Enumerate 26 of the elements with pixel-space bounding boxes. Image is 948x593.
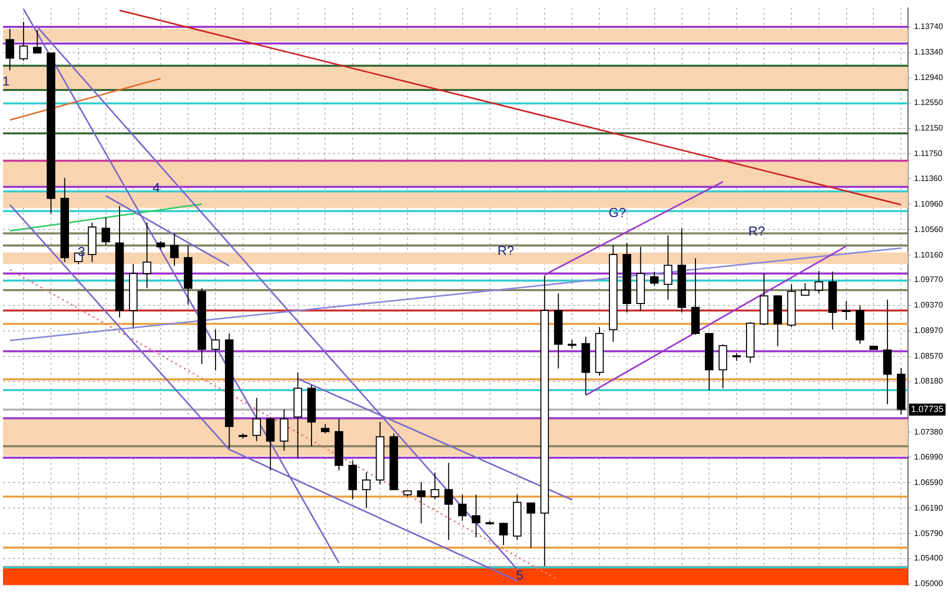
ref-line-label: 1.07735: [911, 404, 944, 414]
y-tick-label: 1.05400: [914, 554, 944, 563]
y-tick-label: 1.10160: [914, 250, 944, 260]
y-tick-label: 1.09770: [914, 275, 944, 284]
y-tick-label: 1.05790: [914, 528, 944, 538]
y-tick-label: 1.06190: [914, 503, 944, 512]
y-tick-label: 1.12550: [914, 98, 944, 107]
y-tick-label: 1.06990: [914, 452, 944, 462]
y-tick-label: 1.13340: [914, 48, 944, 57]
y-tick-label: 1.08180: [914, 376, 944, 386]
y-tick-label: 1.07380: [914, 427, 944, 436]
annotation: 1: [2, 74, 10, 89]
annotation: R?: [497, 243, 514, 258]
y-tick-label: 1.10560: [914, 224, 944, 234]
annotation: 5: [516, 567, 524, 582]
y-tick-label: 1.13740: [914, 22, 944, 32]
y-tick-label: 1.05000: [914, 579, 944, 588]
y-tick-label: 1.08970: [914, 326, 944, 336]
y-tick-label: 1.09370: [914, 300, 944, 310]
y-tick-label: 1.08570: [914, 352, 944, 361]
y-tick-label: 1.11360: [914, 174, 943, 183]
y-tick-label: 1.06590: [914, 478, 944, 487]
y-tick-label: 1.12940: [914, 73, 944, 82]
y-tick-label: 1.10960: [914, 199, 944, 208]
y-tick-label: 1.11750: [914, 148, 943, 158]
y-tick-label: 1.12150: [914, 123, 944, 132]
